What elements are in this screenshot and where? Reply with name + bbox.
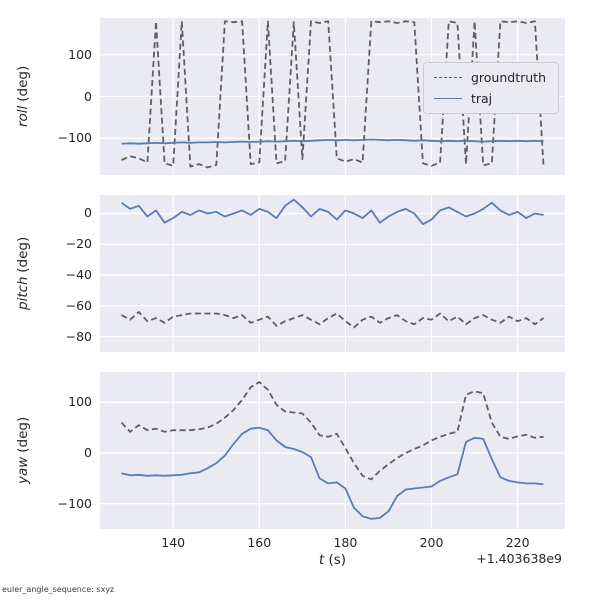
pitch-axes: 0 −20 −40 −60 −80 (66, 195, 565, 352)
subplot-pitch: pitch (deg) 0 −20 −40 −60 −80 (0, 195, 600, 352)
x-tick-label: 180 (333, 535, 358, 550)
legend-item-traj: traj (433, 91, 546, 106)
ylabel-unit: (deg) (15, 416, 31, 457)
traj-line-sample (433, 98, 462, 99)
y-tick-label: 0 (84, 445, 92, 461)
x-tick-label: 160 (247, 535, 272, 550)
roll-axes: groundtruth traj 100 0 −100 (58, 18, 565, 175)
pitch-plot (100, 195, 565, 352)
xlabel-var: t (318, 552, 325, 568)
y-tick-label: −100 (57, 495, 92, 511)
y-tick-label: −20 (65, 236, 92, 252)
ylabel-var: pitch (15, 276, 31, 311)
y-tick-label: −60 (65, 297, 92, 313)
y-axis-label-pitch: pitch (deg) (12, 195, 34, 352)
y-tick-label: −100 (57, 130, 92, 146)
x-tick-label: 220 (505, 535, 530, 550)
x-axis-offset-text: +1.403638e9 (476, 551, 562, 566)
subplot-roll: roll (deg) groundtruth traj 100 0 −100 (0, 18, 600, 175)
legend-label-traj: traj (470, 91, 493, 106)
legend: groundtruth traj (422, 62, 559, 114)
y-tick-label: 0 (84, 205, 92, 221)
yaw-plot-area (100, 372, 565, 529)
ylabel-var: roll (15, 105, 31, 128)
x-tick-label: 200 (419, 535, 444, 550)
ylabel-unit: (deg) (15, 236, 31, 277)
x-axis-label: t (s) (100, 552, 565, 568)
y-axis-label-yaw: yaw (deg) (12, 372, 34, 529)
xlabel-unit: (s) (324, 552, 347, 568)
y-tick-label: 100 (68, 394, 92, 410)
y-tick-label: 0 (84, 88, 92, 104)
x-tick-label: 140 (161, 535, 186, 550)
yaw-axes: 100 0 −100 140 160 180 200 220 (58, 372, 565, 550)
legend-item-groundtruth: groundtruth (433, 70, 546, 85)
ylabel-unit: (deg) (15, 65, 31, 106)
y-tick-label: 100 (68, 46, 92, 62)
pitch-plot-area (100, 195, 565, 352)
y-tick-label: −80 (65, 328, 92, 344)
yaw-plot (100, 372, 565, 529)
subplot-yaw: yaw (deg) 100 0 −100 140 160 180 200 220 (0, 372, 600, 550)
ylabel-var: yaw (15, 456, 31, 485)
y-axis-label-roll: roll (deg) (12, 18, 34, 175)
legend-label-groundtruth: groundtruth (470, 70, 546, 85)
y-tick-label: −40 (65, 267, 92, 283)
groundtruth-line-sample (433, 77, 462, 78)
footer-annotation: euler_angle_sequence: sxyz (2, 585, 115, 594)
